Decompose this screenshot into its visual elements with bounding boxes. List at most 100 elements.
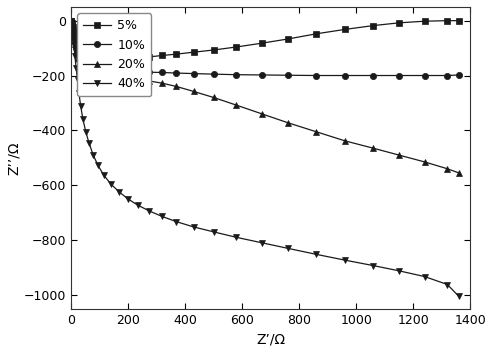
40%	[313, 252, 319, 256]
20%	[211, 95, 216, 100]
10%	[83, 69, 89, 73]
40%	[116, 190, 122, 194]
10%	[116, 70, 122, 74]
20%	[285, 121, 291, 125]
5%	[191, 50, 197, 54]
5%	[174, 52, 179, 56]
10%	[108, 70, 114, 74]
20%	[444, 167, 450, 171]
5%	[233, 45, 239, 49]
40%	[70, 32, 75, 36]
20%	[396, 153, 402, 157]
10%	[101, 70, 106, 74]
40%	[444, 282, 450, 287]
5%	[135, 56, 141, 60]
5%	[444, 19, 450, 23]
10%	[159, 70, 165, 74]
5%	[456, 19, 462, 23]
5%	[74, 43, 80, 47]
Legend: 5%, 10%, 20%, 40%: 5%, 10%, 20%, 40%	[77, 13, 151, 96]
20%	[313, 130, 319, 134]
5%	[68, 19, 74, 23]
40%	[396, 269, 402, 273]
20%	[95, 80, 101, 85]
5%	[211, 48, 216, 52]
10%	[285, 73, 291, 77]
10%	[456, 73, 462, 77]
20%	[370, 146, 376, 150]
Y-axis label: Z’’/Ω: Z’’/Ω	[7, 141, 21, 174]
5%	[146, 55, 152, 59]
20%	[191, 89, 197, 94]
20%	[69, 22, 75, 26]
40%	[285, 246, 291, 250]
10%	[444, 73, 450, 78]
40%	[78, 103, 84, 108]
40%	[90, 153, 96, 157]
5%	[370, 24, 376, 28]
5%	[125, 58, 131, 62]
40%	[259, 241, 265, 245]
5%	[116, 59, 122, 63]
20%	[70, 28, 75, 32]
Line: 20%: 20%	[68, 18, 462, 176]
20%	[259, 112, 265, 116]
10%	[370, 73, 376, 78]
10%	[86, 70, 92, 74]
10%	[342, 73, 348, 78]
10%	[68, 19, 74, 23]
40%	[125, 197, 131, 201]
10%	[80, 66, 86, 71]
40%	[191, 225, 197, 229]
20%	[72, 42, 78, 46]
20%	[108, 78, 114, 83]
5%	[80, 58, 86, 62]
20%	[78, 69, 84, 73]
X-axis label: Z’/Ω: Z’/Ω	[256, 332, 285, 346]
40%	[68, 19, 74, 23]
40%	[370, 263, 376, 268]
20%	[80, 74, 86, 79]
20%	[422, 160, 427, 164]
5%	[70, 25, 75, 29]
10%	[73, 46, 79, 50]
40%	[135, 203, 141, 207]
40%	[73, 66, 79, 70]
40%	[74, 78, 80, 83]
10%	[313, 73, 319, 78]
5%	[313, 32, 319, 36]
5%	[396, 21, 402, 25]
40%	[80, 117, 86, 121]
10%	[71, 33, 77, 37]
20%	[456, 171, 462, 175]
20%	[71, 35, 77, 39]
40%	[69, 24, 75, 28]
5%	[95, 63, 101, 67]
20%	[159, 81, 165, 85]
10%	[211, 72, 216, 76]
10%	[233, 73, 239, 77]
40%	[108, 182, 114, 186]
20%	[146, 79, 152, 83]
5%	[342, 27, 348, 31]
5%	[285, 37, 291, 41]
40%	[422, 274, 427, 279]
10%	[191, 71, 197, 76]
20%	[125, 77, 131, 82]
Line: 40%: 40%	[68, 18, 462, 299]
20%	[86, 80, 92, 84]
5%	[76, 48, 82, 52]
40%	[71, 43, 77, 47]
Line: 10%: 10%	[68, 18, 462, 79]
40%	[83, 130, 89, 134]
10%	[259, 73, 265, 77]
20%	[233, 103, 239, 107]
20%	[73, 49, 79, 53]
10%	[76, 58, 82, 62]
40%	[211, 230, 216, 234]
10%	[74, 52, 80, 56]
40%	[76, 91, 82, 95]
5%	[101, 62, 106, 66]
10%	[69, 22, 75, 26]
20%	[83, 78, 89, 83]
